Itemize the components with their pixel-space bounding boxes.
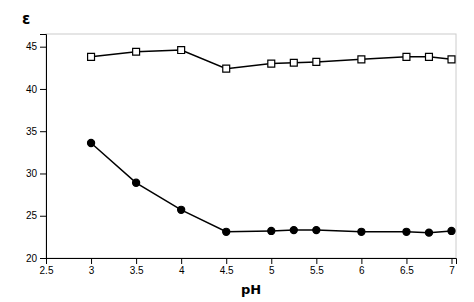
tick-mark [40, 173, 46, 174]
point [133, 179, 140, 186]
y-axis-label: ε [22, 10, 30, 28]
tick-label: 4 [179, 265, 185, 276]
point [403, 228, 410, 235]
point [290, 227, 297, 234]
x-axis: 2.5 3 3.5 4 4.5 5 5.5 6 6.5 7 [40, 258, 457, 276]
tick: 6 [359, 258, 365, 276]
tick-label: 20 [26, 253, 38, 264]
tick: 20 [26, 253, 46, 264]
point [87, 139, 94, 146]
tick-label: 5.5 [310, 265, 324, 276]
tick: 5 [269, 258, 275, 276]
tick-mark [406, 258, 407, 264]
plot: 2.5 3 3.5 4 4.5 5 5.5 6 6.5 7 20 25 30 35 40 45 [26, 34, 457, 276]
tick-label: 35 [26, 126, 38, 137]
point [133, 48, 140, 55]
marks [87, 47, 455, 237]
tick: 3 [89, 258, 95, 276]
tick-mark [181, 258, 182, 264]
tick: 7 [449, 258, 455, 276]
point [268, 227, 275, 234]
point [313, 227, 320, 234]
axis-line [40, 35, 47, 259]
tick: 3.5 [130, 258, 144, 276]
tick-label: 3.5 [130, 265, 144, 276]
tick: 6.5 [400, 258, 414, 276]
tick-label: 5 [269, 265, 275, 276]
tick: 25 [26, 210, 46, 221]
tick-label: 2.5 [40, 265, 54, 276]
point [448, 56, 455, 63]
point [313, 58, 320, 65]
point [403, 53, 410, 60]
point [425, 229, 432, 236]
series-line [91, 50, 451, 69]
tick: 40 [26, 84, 46, 95]
tick-label: 3 [89, 265, 95, 276]
tick: 45 [26, 41, 46, 52]
series-line [91, 143, 451, 233]
tick-label: 6.5 [400, 265, 414, 276]
chart: 2.5 3 3.5 4 4.5 5 5.5 6 6.5 7 20 25 30 35 40 45 pH ε [0, 0, 474, 302]
tick-mark [136, 258, 137, 264]
tick: 5.5 [310, 258, 324, 276]
tick-mark [451, 258, 452, 264]
tick-mark [40, 216, 46, 217]
point [426, 53, 433, 60]
tick-label: 4.5 [220, 265, 234, 276]
tick-mark [91, 258, 92, 264]
point [268, 60, 275, 67]
tick-label: 6 [359, 265, 365, 276]
tick-mark [40, 47, 46, 48]
point [223, 65, 230, 72]
point [290, 59, 297, 66]
point [358, 56, 365, 63]
tick: 4 [179, 258, 185, 276]
tick-mark [361, 258, 362, 264]
tick-mark [40, 258, 46, 259]
point [358, 228, 365, 235]
plot-frame [46, 34, 456, 258]
tick: 4.5 [220, 258, 234, 276]
point [223, 228, 230, 235]
tick-label: 40 [26, 84, 38, 95]
point [178, 47, 185, 54]
tick-label: 25 [26, 210, 38, 221]
tick-mark [271, 258, 272, 264]
tick: 2.5 [40, 258, 54, 276]
point [448, 227, 455, 234]
axis-line [47, 259, 457, 265]
tick-mark [40, 131, 46, 132]
x-axis-label: pH [241, 282, 261, 297]
point [88, 53, 95, 60]
tick: 30 [26, 168, 46, 179]
point [178, 206, 185, 213]
tick: 35 [26, 126, 46, 137]
tick-label: 45 [26, 41, 38, 52]
tick-mark [226, 258, 227, 264]
y-axis: 20 25 30 35 40 45 [26, 35, 47, 264]
tick-mark [40, 89, 46, 90]
tick-label: 7 [449, 265, 455, 276]
tick-mark [316, 258, 317, 264]
tick-label: 30 [26, 168, 38, 179]
